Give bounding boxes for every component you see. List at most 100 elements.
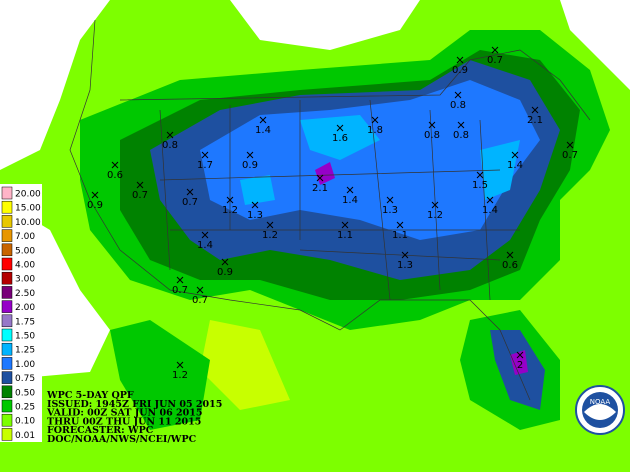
max-marker: 1.2 [222,196,238,216]
legend-label: 2.00 [15,303,35,313]
info-line: THRU 00Z THU JUN 11 2015 [47,416,201,427]
legend-label: 1.00 [15,360,35,370]
max-value: 0.7 [562,150,578,161]
max-marker: 0.6 [502,251,518,271]
max-marker: 1.4 [255,116,271,136]
max-value: 1.3 [247,210,263,221]
info-line: WPC 5-DAY QPF [46,390,134,401]
legend-swatch [1,342,13,356]
max-value: 0.9 [242,160,258,171]
legend-swatch [1,314,13,328]
max-value: 0.7 [172,285,188,296]
max-marker: 2 [516,351,524,371]
max-value: 0.9 [452,65,468,76]
legend-swatch [1,186,13,200]
legend-label: 15.00 [15,204,41,214]
legend: 20.00 15.00 10.00 7.00 5.00 4.00 3.00 2.50 2.00 1… [0,184,42,442]
legend-label: 1.75 [15,317,35,327]
max-marker: 1.4 [507,151,523,171]
maxima: 0.9 0.7 0.8 0.8 1.4 1.6 1.8 0.8 0.8 2.1 0.7 1.7 0.9 0… [87,46,578,381]
legend-swatch [1,215,13,228]
max-marker: 1.1 [392,221,408,241]
max-marker: 1.5 [472,171,488,191]
max-marker: 0.9 [242,151,258,171]
max-marker: 0.8 [424,121,440,141]
area-025 [110,320,210,430]
max-value: 1.1 [337,230,353,241]
max-value: 1.4 [507,160,523,171]
legend-label: 20.00 [15,190,41,200]
area-125 [240,115,520,205]
max-cross [511,151,519,159]
max-value: 0.7 [182,197,198,208]
dry-area [230,0,420,50]
legend-swatch [1,328,13,342]
max-marker: 0.7 [182,188,198,208]
legend-label: 10.00 [15,218,41,228]
max-marker: 0.7 [172,276,188,296]
max-marker: 0.7 [562,141,578,161]
legend-swatch [1,371,13,384]
legend-label: 4.00 [15,261,35,271]
logo-text: NOAA [590,398,611,406]
max-marker: 1.4 [197,231,213,251]
max-value: 0.8 [162,140,178,151]
legend-swatch [1,385,13,399]
max-value: 1.4 [197,240,213,251]
legend-swatch [1,413,13,427]
max-cross [476,171,484,179]
max-value: 0.8 [453,130,469,141]
max-marker: 0.8 [450,91,466,111]
max-cross [456,56,464,64]
max-cross [457,121,465,129]
legend-swatch [1,399,13,413]
max-value: 0.6 [502,260,518,271]
max-cross [226,196,234,204]
max-value: 1.3 [382,205,398,216]
max-marker: 1.3 [397,251,413,271]
legend-label: 1.25 [15,346,35,356]
max-value: 1.2 [427,210,443,221]
legend-label: 0.25 [15,403,35,413]
max-cross [566,141,574,149]
legend-swatch [1,300,13,313]
north-border [119,49,591,121]
max-value: 1.1 [392,230,408,241]
max-cross [506,251,514,259]
info-line: VALID: 00Z SAT JUN 06 2015 [46,408,202,419]
max-cross [491,46,499,54]
legend-label: 7.00 [15,232,35,242]
max-value: 1.6 [332,133,348,144]
max-cross [176,276,184,284]
max-cross [401,251,409,259]
max-marker: 0.8 [162,131,178,151]
max-cross [91,191,99,199]
info-line: DOC/NOAA/NWS/NCEI/WPC [47,434,197,445]
max-marker: 1.2 [262,221,278,241]
max-value: 1.3 [397,260,413,271]
max-marker: 2.1 [527,106,543,126]
max-marker: 1.2 [172,361,188,381]
max-value: 1.4 [342,195,358,206]
legend-swatch [1,428,13,441]
max-cross [531,106,539,114]
legend-label: 5.00 [15,246,35,256]
max-value: 1.2 [222,205,238,216]
max-cross [431,201,439,209]
logo-bird [584,404,616,420]
ocean-dry [0,0,110,170]
max-value: 1.7 [197,160,213,171]
max-cross [428,121,436,129]
max-cross [246,151,254,159]
max-value: 1.2 [262,230,278,241]
legend-label: 1.50 [15,332,35,342]
legend-label: 0.75 [15,374,35,384]
max-marker: 1.3 [382,196,398,216]
max-value: 1.4 [482,205,498,216]
max-cross [316,174,324,182]
max-cross [266,221,274,229]
max-cross [166,131,174,139]
max-value: 1.4 [255,125,271,136]
max-value: 0.6 [107,170,123,181]
max-marker: 0.9 [452,56,468,76]
